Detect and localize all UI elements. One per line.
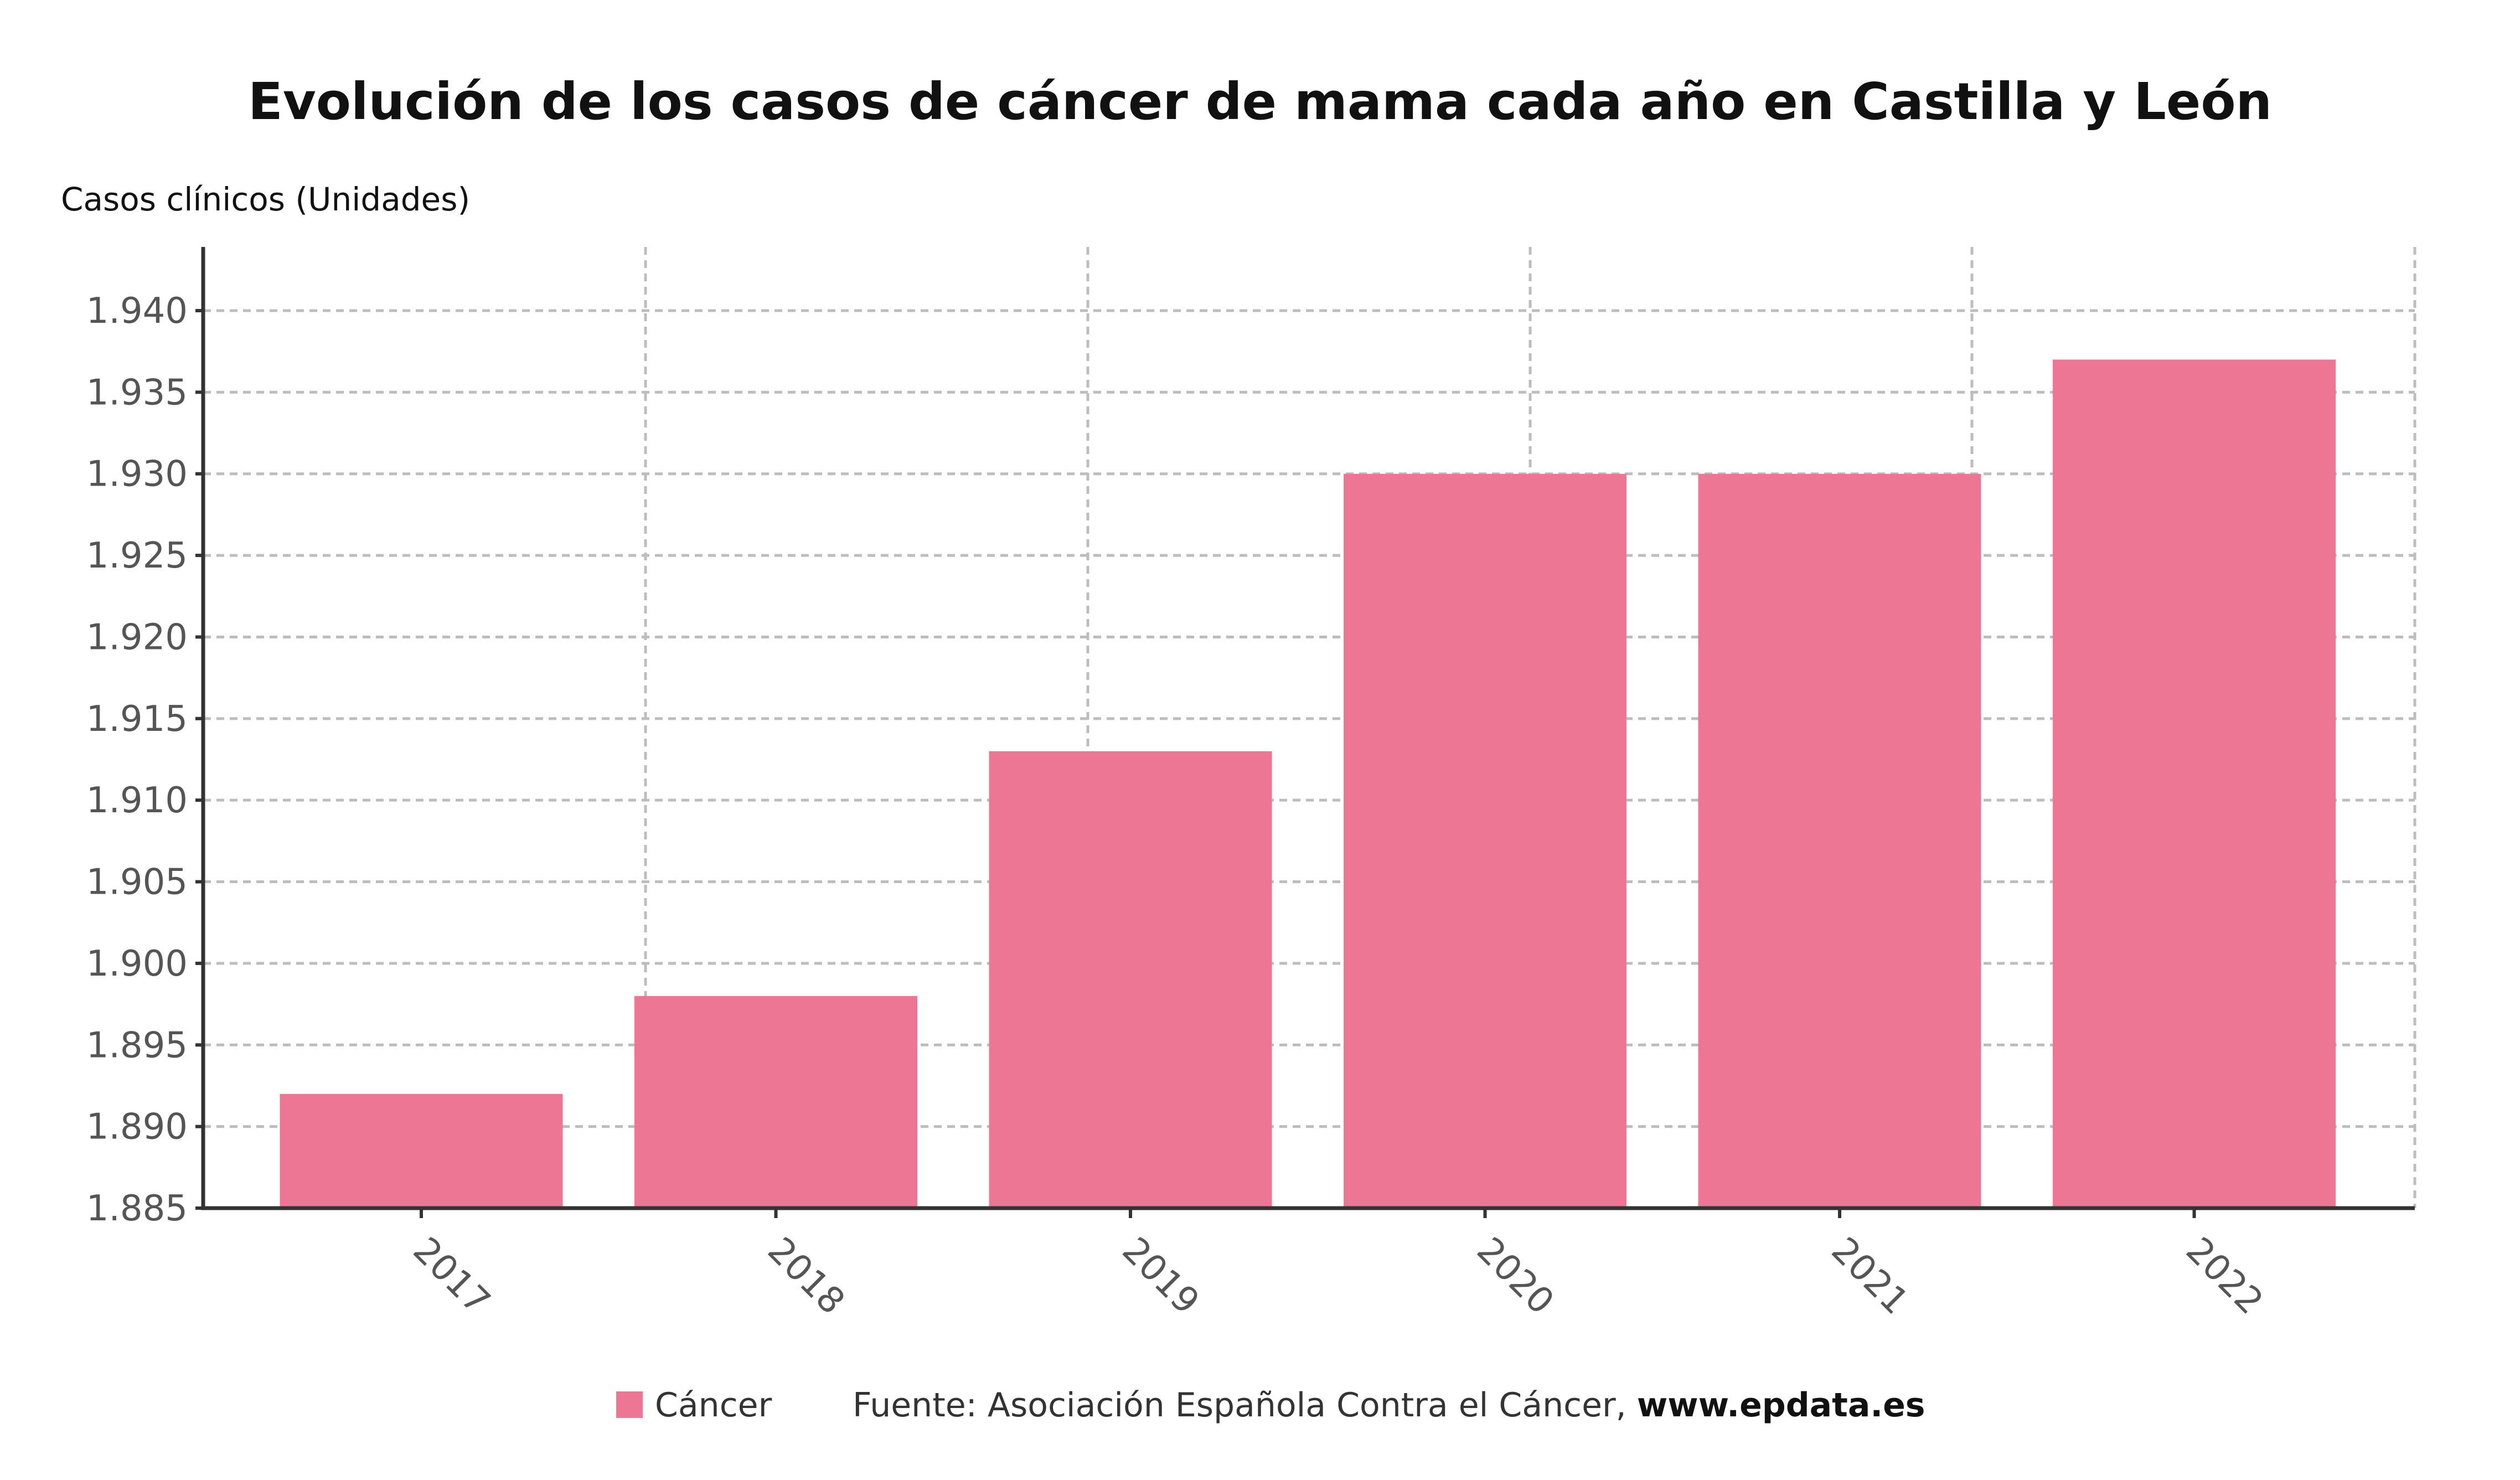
bar-2020 <box>1344 473 1626 1208</box>
bar-2021 <box>1698 473 1981 1208</box>
bars <box>280 359 2336 1208</box>
chart-title: Evolución de los casos de cáncer de mama… <box>248 72 2272 131</box>
y-tick-label: 1.925 <box>86 535 188 576</box>
x-tick-label: 2020 <box>1469 1230 1561 1322</box>
x-tick-label: 2017 <box>405 1230 498 1322</box>
bar-2022 <box>2053 359 2336 1208</box>
source-url[interactable]: www.epdata.es <box>1637 1386 1925 1425</box>
legend: Cáncer <box>616 1386 772 1425</box>
y-tick-label: 1.895 <box>86 1025 188 1066</box>
x-tick-label: 2019 <box>1114 1230 1207 1322</box>
legend-label-cancer: Cáncer <box>655 1386 772 1425</box>
y-tick-label: 1.900 <box>86 943 188 984</box>
y-tick-label: 1.930 <box>86 454 188 495</box>
legend-swatch-cancer <box>616 1391 643 1418</box>
y-tick-labels: 1.885 1.890 1.895 1.900 1.905 1.910 1.915 1.920… <box>86 291 188 1229</box>
y-tick-label: 1.905 <box>86 862 188 903</box>
y-tick-label: 1.890 <box>86 1107 188 1148</box>
axes <box>195 247 2415 1218</box>
bar-2017 <box>280 1094 563 1208</box>
y-tick-label: 1.885 <box>86 1188 188 1229</box>
y-tick-label: 1.935 <box>86 372 188 413</box>
bar-2019 <box>989 751 1272 1208</box>
y-tick-label: 1.920 <box>86 617 188 658</box>
y-axis-label: Casos clínicos (Unidades) <box>61 181 470 218</box>
bar-2018 <box>634 996 917 1208</box>
x-tick-label: 2018 <box>760 1230 852 1322</box>
y-tick-label: 1.910 <box>86 780 188 821</box>
x-tick-labels: 2017 2018 2019 2020 2021 2022 <box>405 1230 2271 1322</box>
source-prefix: Fuente: Asociación Española Contra el Cá… <box>853 1386 1637 1425</box>
source-note: Fuente: Asociación Española Contra el Cá… <box>853 1386 1925 1425</box>
y-tick-label: 1.915 <box>86 699 188 740</box>
x-tick-label: 2021 <box>1824 1230 1916 1322</box>
y-tick-label: 1.940 <box>86 291 188 332</box>
x-tick-label: 2022 <box>2178 1230 2270 1322</box>
